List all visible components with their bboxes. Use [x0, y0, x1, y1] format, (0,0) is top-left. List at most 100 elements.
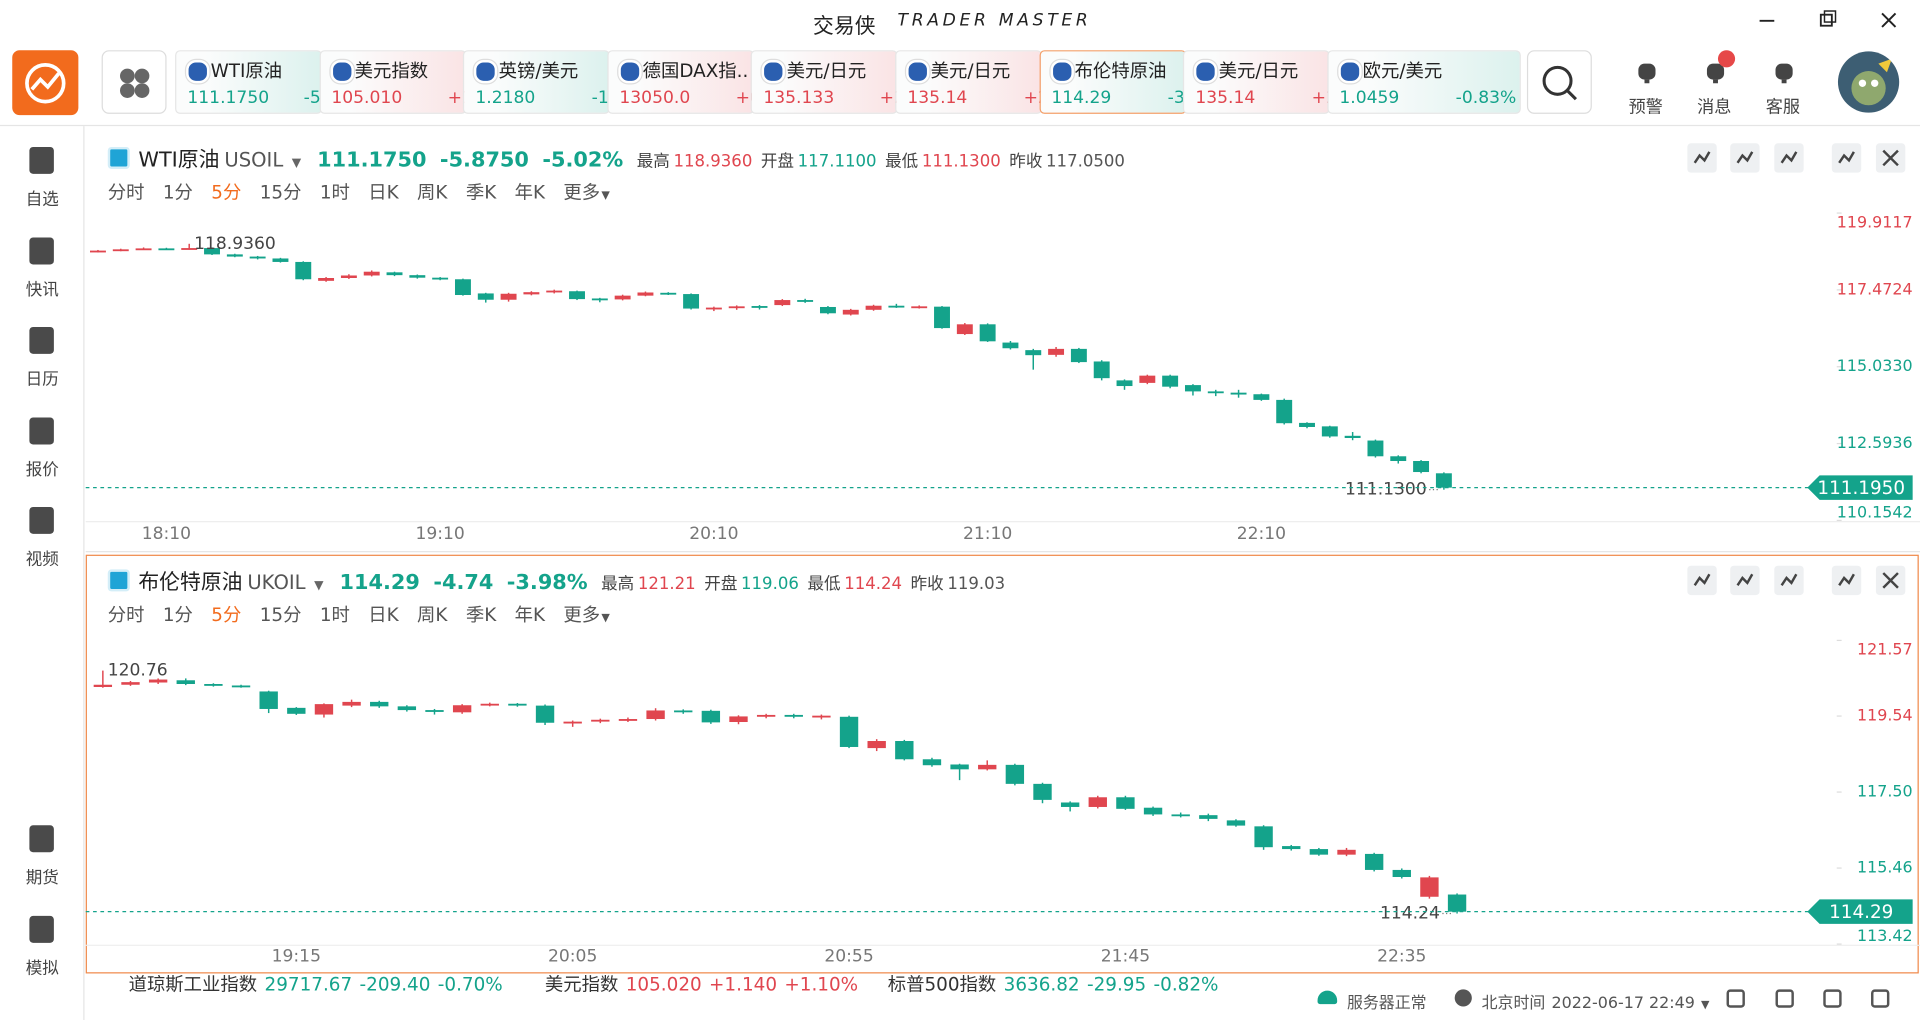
chart-tool[interactable]: [1831, 565, 1862, 596]
period-tab[interactable]: 分时: [107, 181, 145, 204]
sidebar-icon[interactable]: [29, 825, 54, 853]
ticker-tab[interactable]: 布伦特原油 114.29 -3: [1039, 50, 1187, 114]
candle-body: [1116, 380, 1133, 387]
footer-tool[interactable]: [1871, 989, 1890, 1008]
candle-body: [1254, 826, 1273, 848]
footer-quote[interactable]: 道琼斯工业指数 29717.67 -209.40 -0.70%: [129, 975, 503, 997]
clock[interactable]: 北京时间 2022-06-17 22:49 ▼: [1482, 989, 1710, 1012]
window-controls[interactable]: [1751, 10, 1910, 34]
period-tab[interactable]: 15分: [259, 181, 302, 204]
period-tab[interactable]: 更多: [563, 181, 601, 204]
period-tab[interactable]: 季K: [465, 603, 497, 626]
period-tab[interactable]: 1分: [162, 603, 193, 626]
period-tab[interactable]: 日K: [368, 181, 399, 204]
candle-body: [1420, 877, 1439, 897]
footer-quote[interactable]: 美元指数 105.020 +1.140 +1.10%: [545, 975, 858, 997]
symbol-dropdown[interactable]: ▼: [291, 156, 302, 171]
ticker-tab[interactable]: 美元/日元 135.14 +2: [1183, 50, 1331, 114]
action-label[interactable]: 预警: [1628, 97, 1663, 118]
candle-body: [922, 759, 942, 766]
search-button[interactable]: [1526, 50, 1592, 114]
chart-tool[interactable]: [1687, 143, 1717, 173]
candle-body: [204, 248, 220, 255]
ticker-tab[interactable]: 英镑/美元 1.2180 -1: [463, 50, 611, 114]
ticker-tab[interactable]: 美元/日元 135.133 +2: [751, 50, 899, 114]
candle-body: [950, 764, 969, 770]
ticker-price: 13050.0: [619, 88, 691, 108]
candle-body: [1002, 342, 1019, 349]
ticker-tab[interactable]: 美元/日元 135.14 +2: [895, 50, 1043, 114]
quote-name: 美元指数: [544, 974, 619, 996]
chart-tool[interactable]: [1730, 143, 1760, 173]
panel-header: WTI原油 USOIL ▼ 111.1750 -5.8750 -5.02% 最高 118.93…: [107, 142, 1125, 173]
footer-tool[interactable]: [1726, 989, 1745, 1008]
symbol-code: UKOIL: [247, 570, 306, 594]
action-icon[interactable]: [1771, 59, 1798, 86]
period-tab[interactable]: 5分: [211, 603, 242, 626]
chart-tool[interactable]: [1774, 565, 1804, 596]
period-tab[interactable]: 1时: [319, 181, 350, 204]
candle-body: [1207, 391, 1224, 394]
stat-label: 最低: [807, 574, 841, 594]
period-tab[interactable]: 周K: [417, 181, 448, 204]
sidebar-icon[interactable]: [29, 326, 54, 354]
period-tab[interactable]: 季K: [465, 181, 497, 204]
server-status: 服务器正常: [1346, 994, 1427, 1013]
action-icon[interactable]: [1702, 59, 1729, 86]
ticker-tab[interactable]: 美元指数 105.010 +1: [319, 50, 467, 114]
sidebar-label[interactable]: 模拟: [25, 958, 59, 978]
chart-tool[interactable]: [1774, 143, 1804, 173]
symbol-dropdown[interactable]: ▼: [314, 579, 324, 593]
period-tab[interactable]: 分时: [107, 603, 145, 626]
menu-button[interactable]: [101, 50, 167, 114]
action-icon[interactable]: [1633, 59, 1660, 86]
candle-body: [911, 306, 928, 309]
chart-tool[interactable]: [1730, 565, 1760, 596]
period-tab[interactable]: 周K: [417, 603, 448, 626]
sidebar-icon[interactable]: [29, 146, 54, 174]
ticker-tab[interactable]: 欧元/美元 1.0459 -0.83%: [1327, 50, 1521, 114]
sidebar-divider: [83, 126, 85, 1020]
ticker-tab[interactable]: WTI原油 111.1750 -5: [175, 50, 323, 114]
sidebar-label[interactable]: 自选: [25, 189, 59, 210]
period-tab[interactable]: 1分: [162, 181, 193, 204]
sidebar-icon[interactable]: [29, 416, 54, 444]
sidebar-icon[interactable]: [29, 915, 54, 943]
chart-tool[interactable]: [1875, 143, 1906, 173]
avatar[interactable]: [1837, 51, 1900, 113]
ticker-name: 欧元/美元: [1362, 60, 1443, 83]
sidebar-icon[interactable]: [29, 506, 54, 534]
stat-value: 114.24: [844, 574, 903, 594]
chart-tool[interactable]: [1875, 565, 1906, 596]
ticker-tab[interactable]: 德国DAX指.. 13050.0 +0: [607, 50, 755, 114]
app-logo[interactable]: [12, 50, 79, 116]
period-tab[interactable]: 1时: [319, 603, 350, 626]
sidebar-label[interactable]: 快讯: [25, 279, 59, 300]
chart-tool[interactable]: [1831, 143, 1862, 173]
period-tab[interactable]: 更多: [563, 603, 601, 626]
period-tab[interactable]: 年K: [514, 181, 546, 204]
period-tab[interactable]: 15分: [259, 603, 302, 626]
chart-tool[interactable]: [1687, 565, 1717, 596]
footer-tool[interactable]: [1823, 989, 1842, 1008]
symbol-price: 111.1750: [317, 148, 427, 173]
sidebar-label[interactable]: 报价: [25, 459, 59, 480]
sidebar-icon[interactable]: [29, 236, 54, 264]
period-tab[interactable]: 年K: [514, 603, 546, 626]
period-tab[interactable]: 日K: [368, 603, 399, 626]
sidebar-label[interactable]: 视频: [25, 549, 59, 570]
candle-body: [158, 248, 175, 251]
sidebar-label[interactable]: 期货: [25, 868, 59, 888]
ticker-change: -0.83%: [1455, 88, 1517, 108]
candle-body: [1093, 361, 1110, 379]
ticker-icon: [1194, 60, 1218, 84]
period-tab[interactable]: 5分: [211, 181, 242, 204]
footer-tool[interactable]: [1775, 989, 1794, 1008]
stat-label: 开盘: [760, 151, 794, 172]
sidebar-label[interactable]: 日历: [25, 369, 59, 390]
candle-body: [1321, 426, 1338, 437]
footer-quote[interactable]: 标普500指数 3636.82 -29.95 -0.82%: [888, 975, 1219, 997]
action-label[interactable]: 消息: [1697, 97, 1732, 118]
action-label[interactable]: 客服: [1765, 97, 1801, 118]
x-tick-label: 20:55: [824, 946, 873, 966]
